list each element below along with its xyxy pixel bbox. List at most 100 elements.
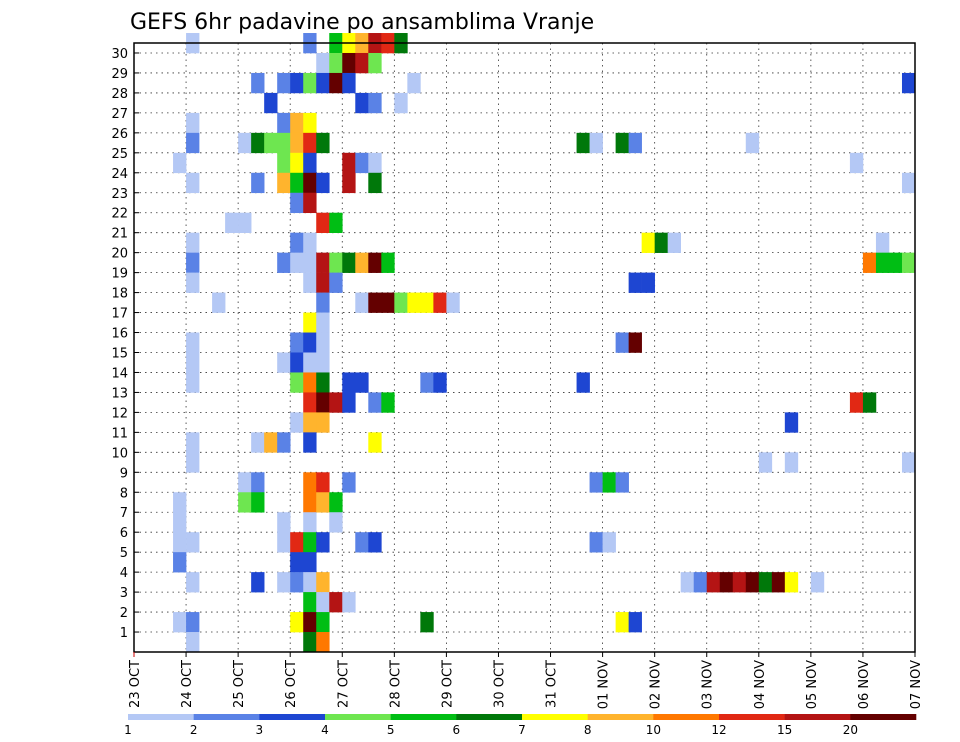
y-tick-label: 11	[111, 426, 128, 441]
heatmap-cell	[628, 612, 642, 633]
heatmap-cell	[316, 572, 330, 593]
heatmap-cell	[719, 572, 734, 593]
heatmap-cell	[303, 592, 317, 613]
y-tick-label: 19	[111, 267, 128, 282]
heatmap-cell	[186, 332, 200, 353]
heatmap-cell	[394, 92, 408, 114]
heatmap-cell	[316, 632, 330, 653]
heatmap-cell	[849, 152, 864, 174]
y-tick-label: 5	[120, 546, 128, 561]
heatmap-cell	[303, 172, 317, 194]
heatmap-cell	[628, 272, 642, 293]
x-tick-label: 04 NOV	[753, 660, 768, 709]
heatmap-cell	[316, 492, 330, 513]
heatmap-cell	[186, 372, 200, 393]
heatmap-cell	[732, 572, 747, 593]
y-tick-label: 9	[120, 466, 128, 481]
heatmap-cell	[251, 572, 265, 593]
heatmap-cell	[368, 532, 382, 553]
heatmap-cell	[316, 52, 330, 74]
heatmap-cell	[186, 232, 200, 253]
heatmap-cell	[368, 152, 382, 174]
heatmap-cell	[277, 152, 291, 174]
heatmap-cell	[680, 572, 695, 593]
heatmap-cell	[368, 92, 382, 114]
legend-label: 20	[843, 723, 858, 737]
heatmap-cell	[303, 72, 317, 94]
x-tick-label: 31 OCT	[545, 660, 560, 708]
heatmap-cell	[173, 152, 187, 174]
legend-swatch	[193, 714, 260, 720]
legend-swatch	[653, 714, 720, 720]
heatmap-cell	[277, 112, 291, 134]
legend-label: 7	[518, 723, 526, 737]
heatmap-cell	[342, 152, 356, 174]
heatmap-cell	[251, 492, 265, 513]
heatmap-cell	[810, 572, 825, 593]
heatmap-cell	[329, 272, 343, 293]
legend-label: 4	[321, 723, 329, 737]
heatmap-cell	[303, 252, 317, 273]
y-tick-label: 30	[111, 47, 128, 62]
heatmap-cell	[186, 452, 200, 473]
heatmap-cell	[745, 132, 760, 154]
heatmap-cell	[316, 272, 330, 293]
heatmap-cell	[355, 532, 369, 553]
heatmap-cell	[602, 532, 616, 553]
heatmap-cell	[316, 412, 330, 433]
heatmap-cell	[368, 52, 382, 74]
heatmap-cell	[355, 92, 369, 114]
y-tick-label: 23	[111, 187, 128, 202]
heatmap-cell	[849, 392, 864, 413]
heatmap-cell	[758, 452, 773, 473]
heatmap-cell	[316, 332, 330, 353]
y-tick-label: 24	[111, 167, 128, 182]
y-tick-label: 28	[111, 87, 128, 102]
heatmap-cell	[316, 72, 330, 94]
x-tick-label: 03 NOV	[701, 660, 716, 709]
heatmap-cell	[173, 532, 187, 553]
y-tick-label: 2	[120, 606, 128, 621]
heatmap-cell	[381, 392, 395, 413]
legend-label: 1	[124, 723, 132, 737]
x-tick-label: 01 NOV	[597, 660, 612, 709]
heatmap-cell	[290, 332, 304, 353]
heatmap-cell	[615, 332, 629, 353]
heatmap-cell	[290, 412, 304, 433]
heatmap-cell	[355, 292, 369, 313]
x-tick-label: 05 NOV	[805, 660, 820, 709]
y-tick-label: 29	[111, 67, 128, 82]
x-tick-label: 30 OCT	[492, 660, 507, 708]
legend-label: 15	[777, 723, 792, 737]
heatmap-cell	[329, 512, 343, 533]
heatmap-cell	[641, 272, 655, 293]
heatmap-cell	[342, 392, 356, 413]
heatmap-cell	[433, 292, 447, 313]
heatmap-cell	[420, 292, 434, 313]
heatmap-cells	[173, 33, 916, 653]
heatmap-cell	[342, 72, 356, 94]
heatmap-cell	[186, 172, 200, 194]
heatmap-cell	[264, 432, 278, 453]
y-tick-label: 16	[111, 327, 128, 342]
y-tick-label: 7	[120, 506, 128, 521]
heatmap-cell	[316, 132, 330, 154]
heatmap-cell	[290, 112, 304, 134]
heatmap-cell	[589, 472, 603, 493]
x-tick-label: 27 OCT	[336, 660, 351, 708]
heatmap-cell	[251, 432, 265, 453]
heatmap-cell	[290, 192, 304, 214]
y-tick-label: 17	[111, 307, 128, 322]
heatmap-cell	[303, 272, 317, 293]
heatmap-cell	[238, 212, 252, 233]
y-tick-label: 6	[120, 526, 128, 541]
heatmap-cell	[368, 252, 382, 273]
heatmap-cell	[355, 372, 369, 393]
heatmap-cell	[316, 292, 330, 313]
color-legend: 1 2 3 4 5 6 7 8 10 12 15 20	[124, 714, 917, 737]
heatmap-cell	[303, 472, 317, 493]
heatmap-cell	[329, 52, 343, 74]
heatmap-cell	[901, 172, 916, 194]
x-axis: 23 OCT 24 OCT 25 OCT 26 OCT 27 OCT 28 OCT 29 O…	[128, 652, 924, 709]
heatmap-cell	[329, 212, 343, 233]
